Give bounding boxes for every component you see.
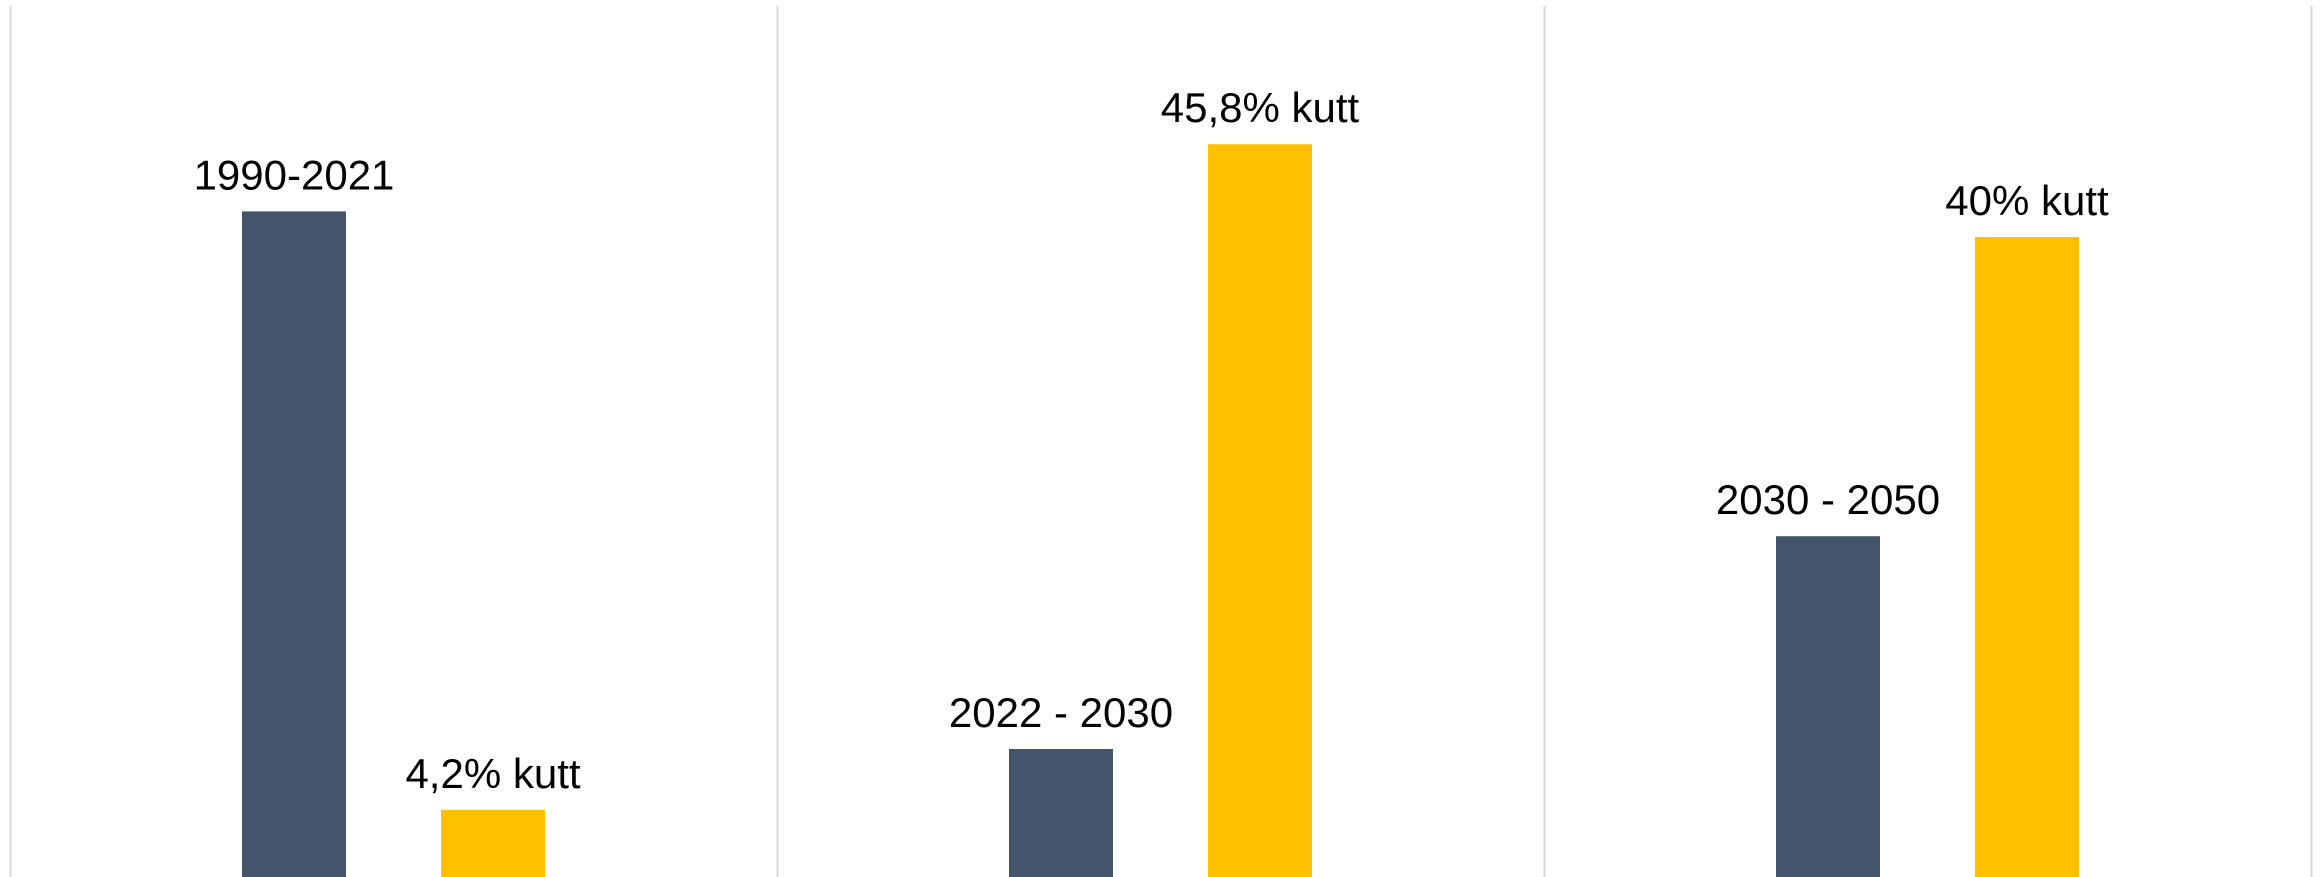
cut-bar — [1975, 237, 2079, 877]
period-data-label: 2022 - 2030 — [949, 689, 1173, 736]
cut-data-label: 4,2% kutt — [405, 750, 580, 797]
cut-data-label: 45,8% kutt — [1161, 84, 1360, 131]
period-bar — [1009, 749, 1113, 877]
cut-data-label: 40% kutt — [1945, 177, 2109, 224]
period-data-label: 1990-2021 — [194, 151, 395, 198]
group-separators — [9, 6, 2313, 877]
period-data-label: 2030 - 2050 — [1716, 476, 1940, 523]
data-labels: 1990-2021 4,2% kutt 2022 - 2030 45,8% kutt 2… — [194, 84, 2109, 797]
period-bar — [242, 211, 346, 877]
period-bar — [1776, 536, 1880, 877]
cut-bar — [441, 809, 545, 877]
bars — [242, 144, 2079, 877]
cut-bar — [1208, 144, 1312, 877]
